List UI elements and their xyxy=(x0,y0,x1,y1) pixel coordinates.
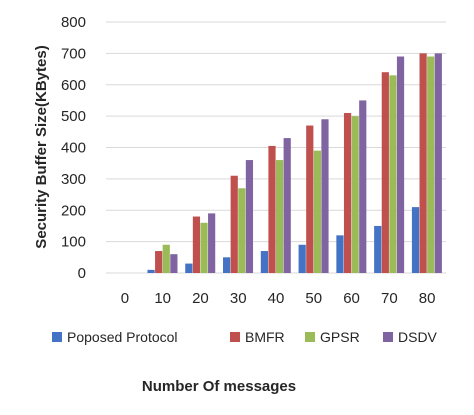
bar xyxy=(268,145,276,273)
bar xyxy=(223,257,231,273)
bar xyxy=(283,138,291,273)
bar xyxy=(238,188,246,273)
y-tick-label: 500 xyxy=(61,108,86,125)
y-tick-label: 0 xyxy=(78,265,86,282)
bar xyxy=(313,150,321,273)
bar xyxy=(230,175,238,273)
x-tick-label: 70 xyxy=(381,290,398,307)
y-tick-label: 200 xyxy=(61,202,86,219)
legend-label: Poposed Protocol xyxy=(67,329,178,345)
bar xyxy=(162,244,170,273)
bar xyxy=(343,112,352,273)
x-tick-label: 0 xyxy=(121,290,129,307)
x-tick-label: 30 xyxy=(230,290,247,307)
legend: Poposed Protocol BMFR GPSR DSDV xyxy=(52,329,438,345)
gridlines xyxy=(106,21,446,274)
bar xyxy=(351,116,359,273)
legend-label: BMFR xyxy=(245,329,285,345)
x-tick-label: 20 xyxy=(192,290,209,307)
y-axis-label: Security Buffer Size(KBytes) xyxy=(33,45,50,248)
x-tick-label: 80 xyxy=(419,290,436,307)
bar xyxy=(381,72,389,273)
y-tick-label: 100 xyxy=(61,234,86,251)
bar xyxy=(276,160,284,273)
x-tick-label: 50 xyxy=(305,290,322,307)
x-tick-label: 10 xyxy=(154,290,171,307)
legend-swatch xyxy=(52,332,62,342)
bar xyxy=(260,251,268,273)
bar xyxy=(389,75,397,274)
x-axis-label: Number Of messages xyxy=(142,378,296,395)
legend-label: DSDV xyxy=(398,329,438,345)
x-axis-ticks: 0 10 20 30 40 50 60 70 80 xyxy=(121,290,436,307)
legend-label: GPSR xyxy=(320,329,360,345)
bar xyxy=(208,213,216,273)
bar xyxy=(374,225,382,273)
bar xyxy=(192,216,201,273)
bar xyxy=(185,263,193,273)
bar xyxy=(147,269,155,273)
legend-swatch xyxy=(305,332,315,342)
legend-swatch xyxy=(383,332,393,342)
bar xyxy=(245,160,254,273)
bar xyxy=(411,207,420,273)
y-tick-label: 700 xyxy=(61,45,86,62)
y-tick-label: 600 xyxy=(61,77,86,94)
bar xyxy=(200,222,208,273)
bar xyxy=(170,254,178,273)
x-tick-label: 60 xyxy=(343,290,360,307)
bar xyxy=(427,56,435,274)
bar xyxy=(155,251,163,273)
bar xyxy=(321,119,329,273)
bar xyxy=(336,235,344,273)
x-tick-label: 40 xyxy=(268,290,285,307)
y-tick-label: 300 xyxy=(61,171,86,188)
y-axis-ticks: 0 100 200 300 400 500 600 700 800 xyxy=(61,14,86,282)
bars xyxy=(147,53,442,274)
bar xyxy=(434,53,442,273)
bar xyxy=(306,125,314,273)
legend-swatch xyxy=(230,332,240,342)
bar xyxy=(298,244,306,273)
y-tick-label: 800 xyxy=(61,14,86,31)
bar xyxy=(359,100,367,273)
bar xyxy=(419,53,427,273)
bar xyxy=(396,56,405,274)
y-tick-label: 400 xyxy=(61,140,86,157)
